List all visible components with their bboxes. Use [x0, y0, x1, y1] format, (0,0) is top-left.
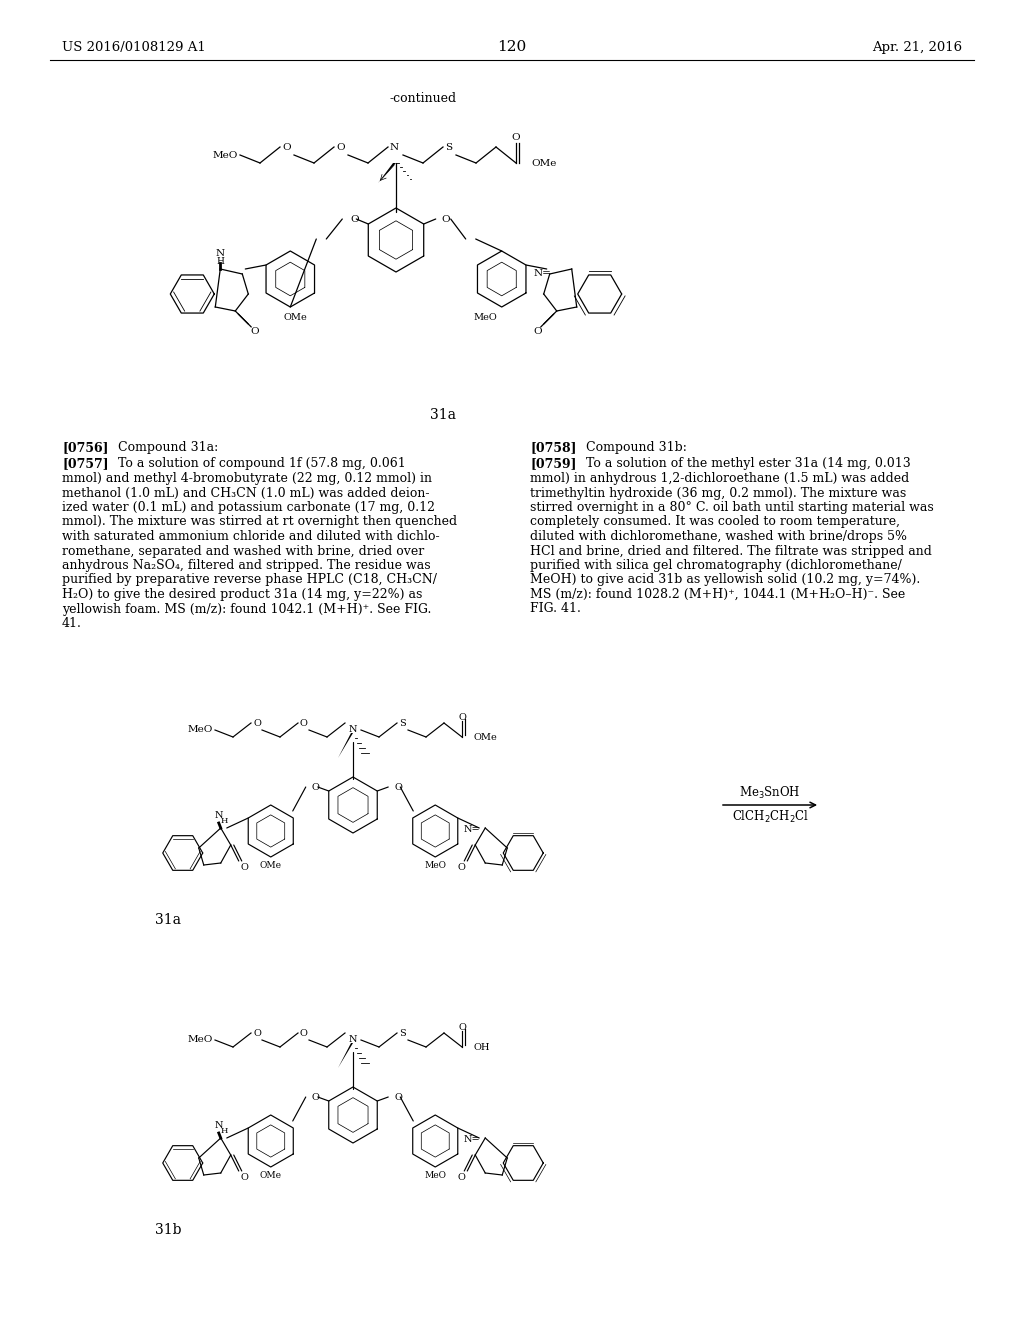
Text: [0757]: [0757] — [62, 458, 109, 470]
Text: S: S — [399, 718, 406, 727]
Text: O: O — [512, 133, 520, 143]
Text: O: O — [534, 326, 542, 335]
Text: H: H — [216, 256, 224, 265]
Text: N: N — [390, 143, 399, 152]
Text: completely consumed. It was cooled to room temperature,: completely consumed. It was cooled to ro… — [530, 516, 900, 528]
Text: Me$_3$SnOH: Me$_3$SnOH — [739, 785, 801, 801]
Text: O: O — [311, 783, 319, 792]
Text: yellowish foam. MS (m/z): found 1042.1 (M+H)⁺. See FIG.: yellowish foam. MS (m/z): found 1042.1 (… — [62, 602, 431, 615]
Text: O: O — [250, 326, 259, 335]
Text: 31b: 31b — [155, 1224, 181, 1237]
Text: MS (m/z): found 1028.2 (M+H)⁺, 1044.1 (M+H₂O–H)⁻. See: MS (m/z): found 1028.2 (M+H)⁺, 1044.1 (M… — [530, 587, 905, 601]
Text: FIG. 41.: FIG. 41. — [530, 602, 581, 615]
Text: N: N — [215, 810, 223, 820]
Text: Apr. 21, 2016: Apr. 21, 2016 — [871, 41, 962, 54]
Text: O: O — [336, 143, 345, 152]
Text: 31a: 31a — [155, 913, 181, 927]
Text: OMe: OMe — [260, 861, 282, 870]
Text: O: O — [458, 1023, 466, 1031]
Text: H: H — [221, 1127, 228, 1135]
Text: OH: OH — [474, 1043, 490, 1052]
Text: O: O — [253, 718, 261, 727]
Text: MeOH) to give acid 31b as yellowish solid (10.2 mg, y=74%).: MeOH) to give acid 31b as yellowish soli… — [530, 573, 921, 586]
Text: N=: N= — [463, 1134, 480, 1143]
Text: OMe: OMe — [474, 733, 498, 742]
Text: O: O — [350, 214, 359, 223]
Text: [0759]: [0759] — [530, 458, 577, 470]
Text: stirred overnight in a 80° C. oil bath until starting material was: stirred overnight in a 80° C. oil bath u… — [530, 502, 934, 513]
Text: HCl and brine, dried and filtered. The filtrate was stripped and: HCl and brine, dried and filtered. The f… — [530, 544, 932, 557]
Text: N: N — [349, 726, 357, 734]
Text: N: N — [216, 248, 225, 257]
Text: [0756]: [0756] — [62, 441, 109, 454]
Text: N: N — [215, 1121, 223, 1130]
Text: anhydrous Na₂SO₄, filtered and stripped. The residue was: anhydrous Na₂SO₄, filtered and stripped.… — [62, 558, 431, 572]
Text: Compound 31a:: Compound 31a: — [110, 441, 218, 454]
Text: To a solution of the methyl ester 31a (14 mg, 0.013: To a solution of the methyl ester 31a (1… — [578, 458, 910, 470]
Text: S: S — [399, 1028, 406, 1038]
Text: diluted with dichloromethane, washed with brine/drops 5%: diluted with dichloromethane, washed wit… — [530, 531, 907, 543]
Text: MeO: MeO — [473, 313, 497, 322]
Text: O: O — [394, 1093, 402, 1101]
Text: romethane, separated and washed with brine, dried over: romethane, separated and washed with bri… — [62, 544, 424, 557]
Text: S: S — [445, 143, 453, 152]
Text: O: O — [458, 1172, 465, 1181]
Text: US 2016/0108129 A1: US 2016/0108129 A1 — [62, 41, 206, 54]
Text: OMe: OMe — [260, 1171, 282, 1180]
Text: MeO: MeO — [187, 1035, 213, 1044]
Text: OMe: OMe — [284, 313, 307, 322]
Text: MeO: MeO — [187, 726, 213, 734]
Text: 120: 120 — [498, 40, 526, 54]
Text: O: O — [458, 862, 465, 871]
Text: mmol). The mixture was stirred at rt overnight then quenched: mmol). The mixture was stirred at rt ove… — [62, 516, 457, 528]
Text: To a solution of compound 1f (57.8 mg, 0.061: To a solution of compound 1f (57.8 mg, 0… — [110, 458, 406, 470]
Polygon shape — [338, 733, 353, 758]
Text: with saturated ammonium chloride and diluted with dichlo-: with saturated ammonium chloride and dil… — [62, 531, 439, 543]
Text: OMe: OMe — [531, 158, 556, 168]
Text: O: O — [311, 1093, 319, 1101]
Text: O: O — [300, 1028, 308, 1038]
Text: -continued: -continued — [390, 91, 457, 104]
Polygon shape — [338, 1043, 353, 1068]
Text: methanol (1.0 mL) and CH₃CN (1.0 mL) was added deion-: methanol (1.0 mL) and CH₃CN (1.0 mL) was… — [62, 487, 429, 499]
Text: H: H — [221, 817, 228, 825]
Text: trimethyltin hydroxide (36 mg, 0.2 mmol). The mixture was: trimethyltin hydroxide (36 mg, 0.2 mmol)… — [530, 487, 906, 499]
Text: O: O — [441, 214, 451, 223]
Text: mmol) in anhydrous 1,2-dichloroethane (1.5 mL) was added: mmol) in anhydrous 1,2-dichloroethane (1… — [530, 473, 909, 484]
Text: MeO: MeO — [424, 861, 446, 870]
Text: N=: N= — [534, 269, 552, 279]
Text: purified by preparative reverse phase HPLC (C18, CH₃CN/: purified by preparative reverse phase HP… — [62, 573, 437, 586]
Text: O: O — [458, 713, 466, 722]
Text: N=: N= — [463, 825, 480, 833]
Text: 41.: 41. — [62, 616, 82, 630]
Text: O: O — [253, 1028, 261, 1038]
Polygon shape — [378, 162, 396, 183]
Text: O: O — [300, 718, 308, 727]
Text: O: O — [394, 783, 402, 792]
Text: MeO: MeO — [213, 150, 238, 160]
Text: Compound 31b:: Compound 31b: — [578, 441, 687, 454]
Text: purified with silica gel chromatography (dichloromethane/: purified with silica gel chromatography … — [530, 558, 902, 572]
Text: H₂O) to give the desired product 31a (14 mg, y=22%) as: H₂O) to give the desired product 31a (14… — [62, 587, 422, 601]
Text: 31a: 31a — [430, 408, 456, 422]
Text: ized water (0.1 mL) and potassium carbonate (17 mg, 0.12: ized water (0.1 mL) and potassium carbon… — [62, 502, 435, 513]
Text: N: N — [349, 1035, 357, 1044]
Text: MeO: MeO — [424, 1171, 446, 1180]
Text: O: O — [241, 1172, 249, 1181]
Text: O: O — [241, 862, 249, 871]
Text: O: O — [282, 143, 291, 152]
Text: [0758]: [0758] — [530, 441, 577, 454]
Text: mmol) and methyl 4-bromobutyrate (22 mg, 0.12 mmol) in: mmol) and methyl 4-bromobutyrate (22 mg,… — [62, 473, 432, 484]
Text: ClCH$_2$CH$_2$Cl: ClCH$_2$CH$_2$Cl — [731, 809, 809, 825]
